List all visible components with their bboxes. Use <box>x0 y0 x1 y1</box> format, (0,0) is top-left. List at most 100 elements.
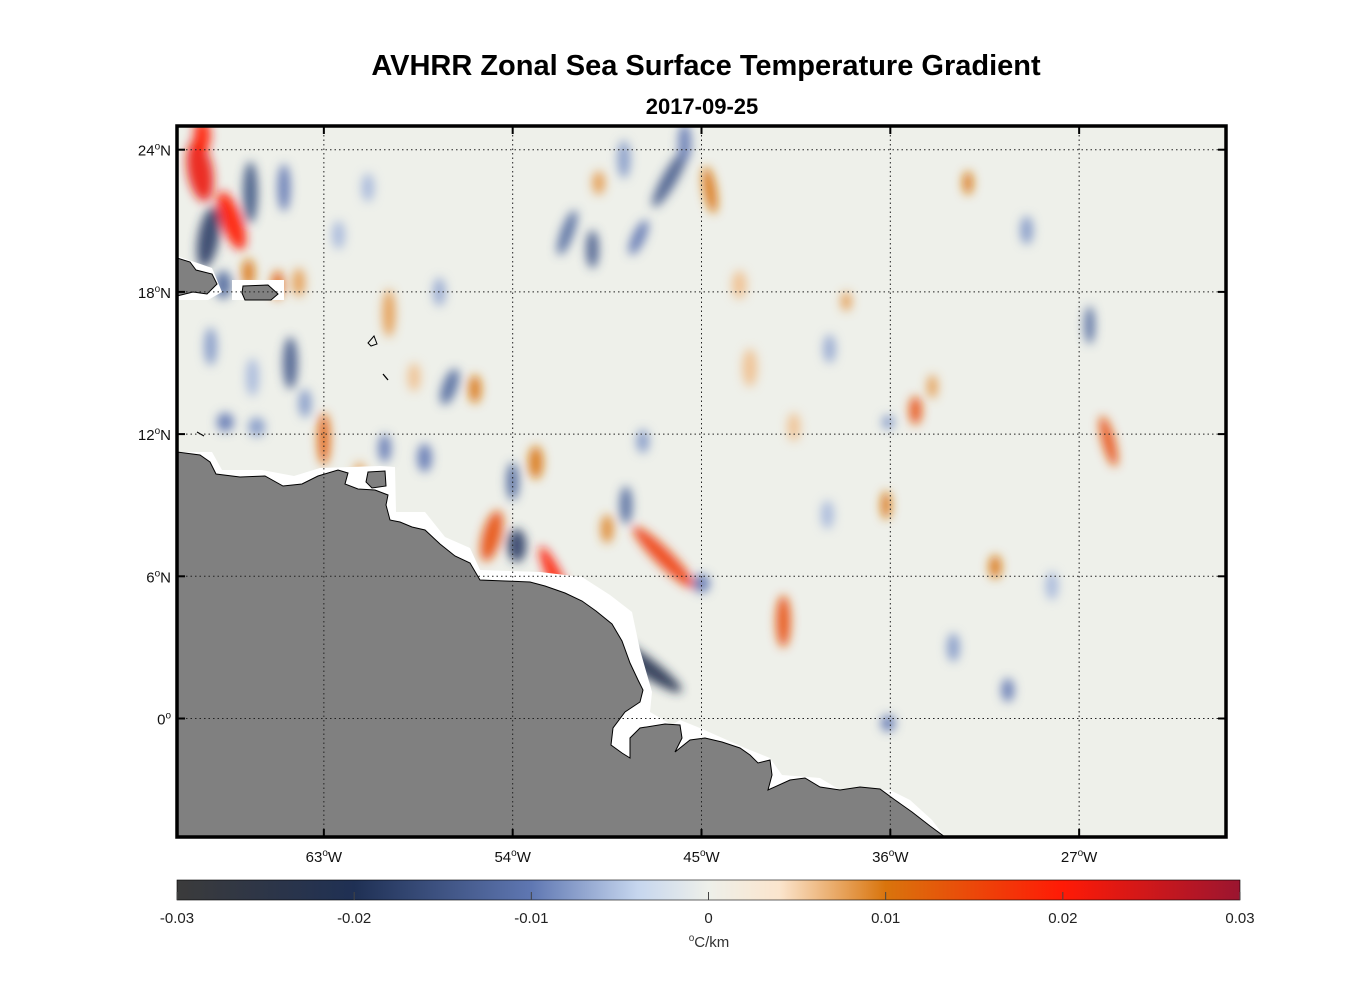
south-america-land <box>177 451 946 837</box>
sst-feature-45 <box>776 595 791 648</box>
sst-feature-0 <box>186 140 214 202</box>
sst-feature-44 <box>702 166 718 214</box>
y-tick-degree-symbol: o <box>155 284 161 295</box>
y-tick-degree-value: 6 <box>146 569 154 586</box>
sst-feature-50 <box>881 415 895 430</box>
x-tick-hemisphere: W <box>328 849 343 866</box>
x-tick-hemisphere: W <box>894 849 909 866</box>
x-tick-degree-symbol: o <box>322 848 328 859</box>
sst-feature-13 <box>298 389 312 418</box>
colorbar-label-unit: C/km <box>694 934 729 951</box>
sst-feature-55 <box>1084 306 1095 345</box>
colorbar-tick-label: 0.03 <box>1225 910 1254 927</box>
sst-feature-17 <box>332 220 345 250</box>
colorbar-tick-label: -0.01 <box>514 910 548 927</box>
y-tick-label: 18oN <box>138 284 171 302</box>
map-frame <box>175 124 1228 839</box>
x-tick-degree-value: 36 <box>872 849 889 866</box>
x-tick-label: 54oW <box>494 848 531 866</box>
x-tick-degree-value: 27 <box>1061 849 1078 866</box>
y-tick-degree-symbol: o <box>155 568 161 579</box>
y-tick-degree-symbol: o <box>165 711 171 722</box>
y-tick-label: 6oN <box>146 568 171 586</box>
sst-feature-58 <box>787 412 801 442</box>
sst-feature-43 <box>678 126 691 162</box>
x-tick-label: 27oW <box>1061 848 1098 866</box>
colorbar-tick-label: -0.02 <box>337 910 371 927</box>
sst-feature-53 <box>988 555 1002 579</box>
sst-feature-38 <box>586 230 599 269</box>
sst-feature-60 <box>742 348 758 387</box>
sst-feature-2 <box>217 191 246 250</box>
sst-feature-35 <box>636 429 650 454</box>
sst-feature-28 <box>528 445 544 480</box>
sst-feature-39 <box>592 171 605 195</box>
x-tick-degree-value: 45 <box>683 849 700 866</box>
y-tick-degree-symbol: o <box>155 426 161 437</box>
island-trinidad <box>365 470 387 489</box>
colorbar-tick-label: -0.03 <box>160 910 194 927</box>
island-martinique <box>382 373 389 381</box>
x-tick-degree-symbol: o <box>700 848 706 859</box>
y-tick-degree-value: 24 <box>138 143 155 160</box>
sst-feature-48 <box>927 374 938 399</box>
x-tick-label: 36oW <box>872 848 909 866</box>
sst-feature-47 <box>909 396 922 425</box>
y-tick-hemisphere: N <box>160 285 171 302</box>
x-tick-label: 63oW <box>306 848 343 866</box>
sst-feature-52 <box>962 171 974 195</box>
sst-feature-49 <box>880 491 892 520</box>
sst-feature-34 <box>619 486 633 525</box>
x-tick-degree-value: 63 <box>306 849 323 866</box>
y-tick-hemisphere: N <box>160 427 171 444</box>
colorbar-label-degree: o <box>689 933 695 944</box>
colorbar-ticks: -0.03 -0.02 -0.01 0 0.01 0.02 0.03 <box>160 892 1255 927</box>
sst-feature-3 <box>242 258 255 288</box>
colorbar-label: oC/km <box>689 933 730 951</box>
map-axes <box>177 126 1226 837</box>
sst-feature-51 <box>880 714 896 732</box>
sst-feature-59 <box>823 334 836 363</box>
sst-feature-42 <box>652 149 688 208</box>
x-tick-degree-symbol: o <box>1078 848 1084 859</box>
sst-feature-33 <box>600 514 614 544</box>
sst-feature-11 <box>204 327 217 366</box>
sst-feature-10 <box>283 336 298 390</box>
sst-feature-5 <box>243 161 258 224</box>
x-tick-hemisphere: W <box>1083 849 1098 866</box>
graticule <box>177 126 1226 837</box>
y-tick-label: 0o <box>157 711 171 729</box>
sst-feature-63 <box>1045 571 1059 600</box>
sst-feature-56 <box>1099 415 1118 467</box>
x-tick-hemisphere: W <box>706 849 721 866</box>
sst-feature-64 <box>732 270 747 299</box>
island-guadeloupe <box>367 335 378 347</box>
sst-feature-14 <box>216 412 234 432</box>
y-tick-hemisphere: N <box>160 569 171 586</box>
colorbar-tick-label: 0.02 <box>1048 910 1077 927</box>
sst-feature-32 <box>632 526 695 589</box>
sst-feature-40 <box>617 140 631 179</box>
sst-feature-6 <box>277 163 291 212</box>
sst-feature-62 <box>821 500 834 529</box>
sst-feature-46 <box>841 291 852 311</box>
sst-feature-16 <box>317 412 331 465</box>
chart-title: AVHRR Zonal Sea Surface Temperature Grad… <box>371 50 1041 82</box>
sst-feature-4 <box>196 207 221 268</box>
chart-subtitle: 2017-09-25 <box>646 94 759 119</box>
sst-feature-27 <box>507 528 527 563</box>
y-tick-label: 24oN <box>138 142 171 160</box>
sst-feature-36 <box>693 573 710 593</box>
sst-feature-19 <box>382 289 396 337</box>
sst-feature-22 <box>417 443 432 472</box>
sst-feature-15 <box>248 417 266 437</box>
sst-feature-57 <box>1020 216 1033 245</box>
sst-feature-41 <box>628 219 649 255</box>
island-puerto-rico <box>177 257 218 297</box>
colorbar-tick-label: 0 <box>704 910 712 927</box>
sst-feature-12 <box>246 358 259 397</box>
sst-feature-20 <box>407 363 421 392</box>
sst-feature-54 <box>1001 678 1015 702</box>
x-tick-label: 45oW <box>683 848 720 866</box>
